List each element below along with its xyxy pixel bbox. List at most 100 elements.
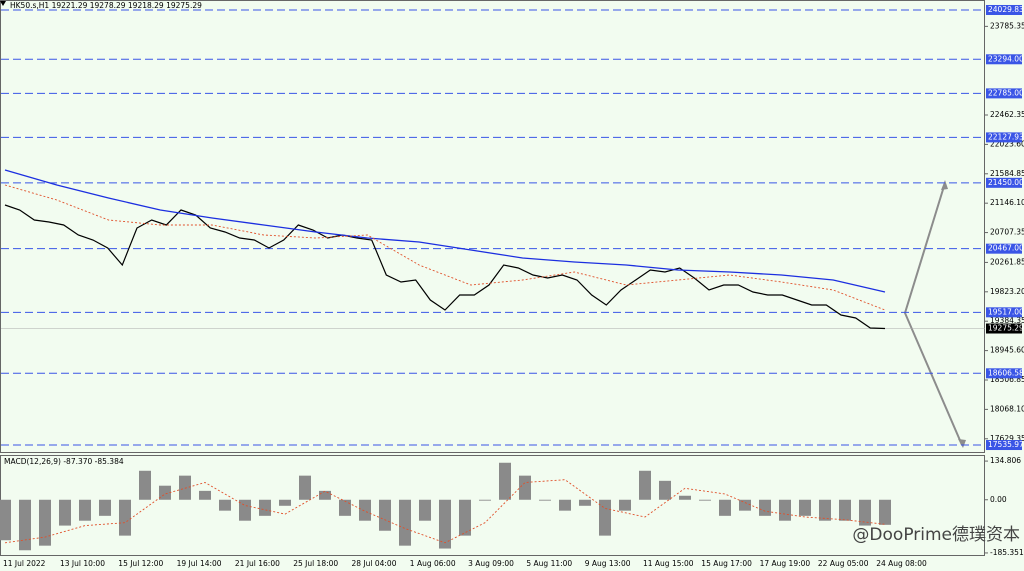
- x-tick-label: 21 Jul 16:00: [235, 559, 280, 568]
- x-tick-label: 19 Jul 14:00: [177, 559, 222, 568]
- level-label: 21450.00: [988, 178, 1024, 187]
- y-tick-label: 21584.85: [990, 169, 1024, 178]
- macd-bar: [79, 499, 91, 521]
- y-tick-label: 22462.35: [990, 110, 1024, 119]
- macd-bar: [219, 499, 231, 511]
- macd-bar: [659, 480, 671, 500]
- level-label: 19517.00: [988, 307, 1024, 316]
- macd-bar: [559, 499, 571, 511]
- macd-bar: [719, 499, 731, 516]
- macd-bar: [679, 495, 691, 500]
- macd-bar: [0, 499, 11, 541]
- macd-bar: [359, 499, 371, 521]
- y-tick-label: 18506.85: [990, 375, 1024, 384]
- y-tick-label: 17629.35: [990, 434, 1024, 443]
- macd-bar: [759, 499, 771, 516]
- current-price-box: [986, 323, 1022, 334]
- macd-bar: [819, 499, 831, 521]
- macd-bar: [299, 475, 311, 500]
- y-tick-label: 0.00: [990, 495, 1007, 504]
- macd-bar: [519, 475, 531, 500]
- level-box: [986, 440, 1022, 451]
- arrow-head: [941, 180, 948, 190]
- macd-bar: [539, 499, 551, 501]
- x-tick-label: 17 Aug 19:00: [760, 559, 811, 568]
- x-tick-label: 9 Aug 13:00: [585, 559, 631, 568]
- macd-bar: [59, 499, 71, 526]
- macd-bar: [799, 499, 811, 516]
- price-line: [4, 204, 886, 330]
- y-tick-label: 20707.35: [990, 228, 1024, 237]
- y-tick-label: 20261.85: [990, 257, 1024, 266]
- y-tick-label: 19384.35: [990, 316, 1024, 325]
- macd-bar: [459, 499, 471, 536]
- macd-bar: [879, 499, 891, 525]
- main-panel: [0, 0, 985, 453]
- macd-bar: [19, 499, 31, 551]
- x-tick-label: 22 Aug 05:00: [818, 559, 869, 568]
- macd-bar: [39, 499, 51, 546]
- level-box: [986, 307, 1022, 318]
- macd-bar: [339, 499, 351, 516]
- y-tick-label: 18945.60: [990, 346, 1024, 355]
- x-tick-label: 5 Aug 11:00: [526, 559, 572, 568]
- macd-bar: [699, 499, 711, 501]
- x-tick-label: 15 Jul 12:00: [118, 559, 163, 568]
- level-box: [986, 132, 1022, 143]
- y-tick-label: 23785.35: [990, 21, 1024, 30]
- y-tick-label: 19823.20: [990, 287, 1024, 296]
- macd-bar: [859, 499, 871, 526]
- macd-bar: [599, 499, 611, 536]
- x-tick-label: 15 Aug 17:00: [701, 559, 752, 568]
- macd-bar: [439, 499, 451, 549]
- level-label: 23294.00: [988, 54, 1024, 63]
- level-label: 22127.93: [988, 132, 1024, 141]
- moving-average: [4, 169, 886, 293]
- moving-average: [4, 184, 886, 311]
- x-tick-label: 11 Jul 2022: [3, 559, 46, 568]
- macd-bar: [259, 499, 271, 516]
- macd-bar: [99, 499, 111, 516]
- macd-bar: [319, 490, 331, 500]
- arrow-head: [958, 439, 966, 448]
- y-tick-label: 22023.60: [990, 139, 1024, 148]
- y-tick-label: 18068.10: [990, 404, 1024, 413]
- macd-bar: [119, 499, 131, 536]
- level-label: 20467.00: [988, 244, 1024, 253]
- macd-bar: [619, 499, 631, 511]
- level-box: [986, 177, 1022, 188]
- menu-icon[interactable]: [0, 1, 6, 6]
- y-tick-label: 21146.10: [990, 198, 1024, 207]
- macd-bar: [379, 499, 391, 531]
- macd-bar: [419, 499, 431, 521]
- macd-bar: [739, 499, 751, 511]
- level-box: [986, 243, 1022, 254]
- macd-bar: [159, 485, 171, 500]
- macd-bar: [839, 499, 851, 521]
- macd-bar: [179, 475, 191, 500]
- level-box: [986, 4, 1022, 15]
- macd-bar: [499, 462, 511, 500]
- x-tick-label: 1 Aug 06:00: [410, 559, 456, 568]
- level-box: [986, 368, 1022, 379]
- level-label: 24029.83: [988, 5, 1024, 14]
- macd-signal: [4, 479, 886, 544]
- x-tick-label: 11 Aug 15:00: [643, 559, 694, 568]
- macd-title: MACD(12,26,9) -87.370 -85.384: [4, 457, 124, 466]
- macd-bar: [399, 499, 411, 546]
- chart-title: HK50.s,H1 19221.29 19278.29 19218.29 192…: [10, 1, 202, 10]
- macd-bar: [239, 499, 251, 521]
- level-label: 17535.97: [988, 440, 1024, 449]
- y-tick-label: 134.806: [990, 456, 1021, 465]
- macd-bar: [479, 499, 491, 501]
- macd-bar: [579, 499, 591, 506]
- x-tick-label: 3 Aug 09:00: [468, 559, 514, 568]
- macd-bar: [779, 499, 791, 521]
- y-tick-label: -185.351: [990, 548, 1024, 557]
- macd-bar: [639, 470, 651, 500]
- level-label: 18606.58: [988, 368, 1024, 377]
- macd-bar: [139, 470, 151, 500]
- level-box: [986, 54, 1022, 65]
